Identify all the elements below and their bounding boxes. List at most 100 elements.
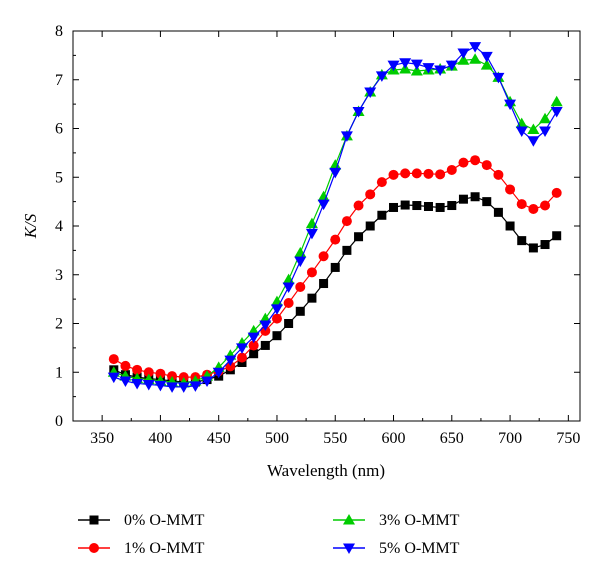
series-0: [109, 192, 562, 387]
data-point: [505, 184, 516, 195]
legend-item: 5% O-MMT: [333, 540, 460, 557]
data-point: [469, 53, 482, 64]
data-point: [504, 99, 517, 111]
data-point: [352, 106, 365, 118]
data-point: [376, 177, 387, 188]
data-point: [131, 378, 144, 390]
data-point: [388, 169, 399, 180]
data-point: [249, 349, 259, 359]
legend-marker: [89, 515, 99, 525]
data-point: [528, 243, 538, 253]
data-point: [423, 168, 434, 179]
x-tick-label: 450: [207, 430, 231, 447]
data-point: [236, 343, 248, 354]
data-point: [505, 221, 515, 231]
series-line: [113, 58, 558, 384]
data-point: [435, 169, 446, 180]
data-point: [189, 381, 202, 392]
data-point: [435, 202, 445, 212]
data-point: [107, 372, 120, 384]
x-tick-label: 550: [323, 430, 347, 447]
data-point: [142, 379, 155, 391]
x-tick-label: 350: [90, 430, 114, 447]
data-point: [387, 60, 400, 72]
data-point: [377, 210, 387, 220]
data-point: [423, 202, 433, 211]
x-tick-label: 400: [148, 430, 172, 447]
legend-marker: [343, 543, 355, 554]
data-point: [225, 361, 236, 372]
series-1: [108, 155, 562, 383]
y-tick-label: 4: [55, 218, 63, 235]
data-point: [354, 232, 364, 242]
series-2: [107, 53, 563, 388]
data-point: [143, 367, 154, 378]
data-point: [319, 279, 329, 289]
data-point: [410, 64, 423, 76]
data-point: [492, 72, 505, 84]
data-point: [295, 306, 305, 316]
data-point: [340, 131, 353, 142]
data-point: [341, 216, 352, 227]
legend-label: 0% O-MMT: [124, 512, 205, 529]
data-point: [177, 382, 190, 393]
data-point: [119, 376, 132, 388]
data-point: [329, 159, 342, 170]
data-point: [445, 60, 458, 72]
legend-label: 1% O-MMT: [124, 540, 205, 557]
x-axis-title: Wavelength (nm): [267, 461, 385, 480]
data-point: [540, 240, 550, 250]
data-point: [480, 51, 493, 63]
data-point: [247, 332, 260, 344]
data-point: [272, 331, 282, 341]
y-tick-label: 5: [55, 169, 63, 186]
x-tick-label: 750: [556, 430, 580, 447]
data-point: [166, 382, 179, 393]
series-line: [113, 196, 558, 383]
legend-item: 1% O-MMT: [78, 540, 205, 557]
data-point: [306, 267, 317, 278]
data-point: [469, 42, 482, 53]
data-point: [446, 164, 457, 175]
data-point: [295, 281, 306, 292]
y-tick-label: 1: [55, 364, 63, 381]
data-point: [317, 190, 330, 202]
data-point: [422, 63, 435, 74]
legend-label: 3% O-MMT: [379, 512, 460, 529]
data-point: [353, 200, 364, 211]
data-point: [457, 54, 470, 65]
data-point: [224, 355, 237, 367]
data-point: [318, 251, 329, 262]
y-axis-title: K/S: [21, 213, 40, 239]
data-point: [493, 169, 504, 180]
data-point: [412, 201, 422, 211]
data-point: [551, 187, 562, 198]
legend-marker: [89, 543, 99, 553]
data-point: [155, 368, 166, 379]
data-point: [305, 228, 318, 240]
y-tick-label: 2: [55, 316, 63, 333]
data-point: [447, 201, 457, 211]
data-point: [364, 87, 377, 98]
data-point: [270, 304, 283, 315]
axis-ticks: 350 400 450 500 550 600 650 700 750 0 1 2 3 4 5 6 7 8: [55, 23, 580, 447]
data-point: [540, 200, 551, 211]
data-point: [458, 157, 469, 168]
data-point: [317, 199, 330, 211]
data-point: [329, 167, 342, 179]
data-point: [307, 293, 317, 303]
data-point: [457, 48, 470, 59]
x-tick-label: 500: [265, 430, 289, 447]
series-layer: [107, 42, 563, 393]
series-line: [113, 45, 558, 388]
data-point: [493, 207, 503, 217]
legend-item: 0% O-MMT: [78, 512, 205, 529]
data-point: [283, 298, 294, 309]
data-point: [294, 256, 307, 268]
data-point: [132, 364, 143, 375]
data-point: [237, 352, 247, 363]
data-point: [528, 203, 539, 214]
y-tick-label: 7: [55, 72, 63, 89]
data-point: [470, 155, 481, 166]
